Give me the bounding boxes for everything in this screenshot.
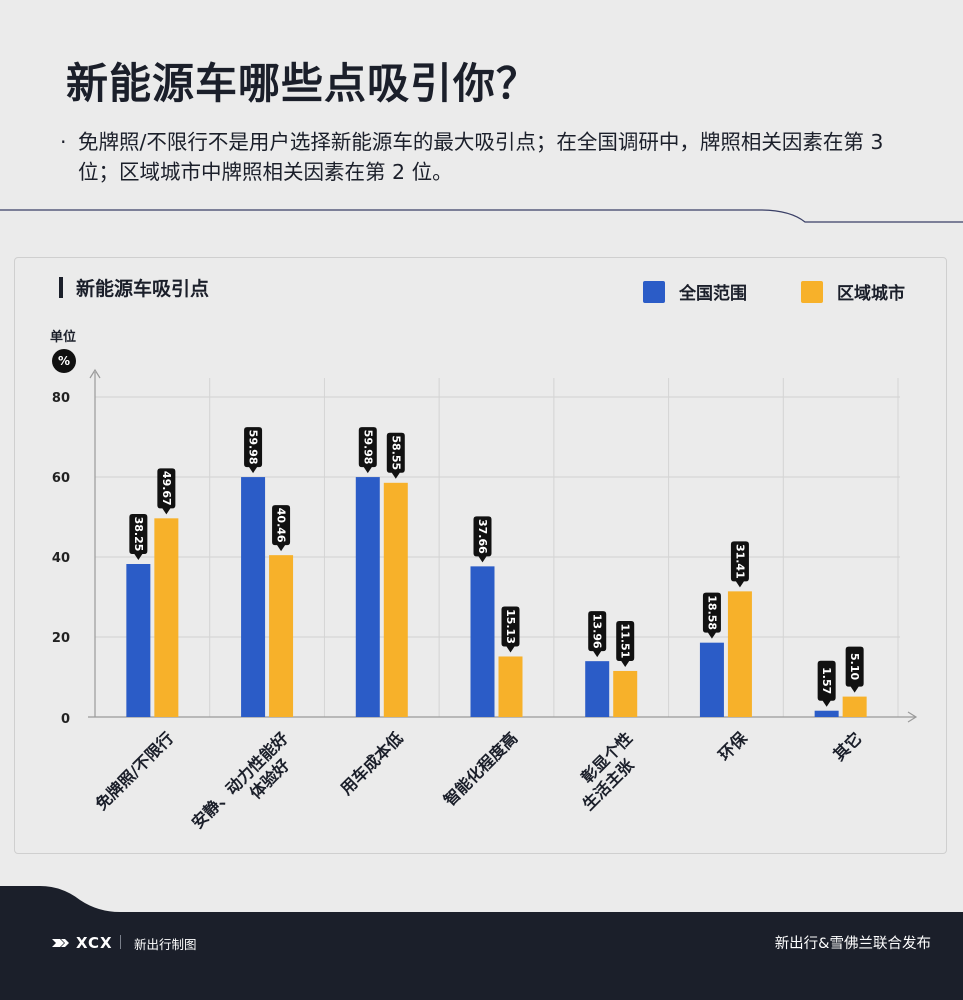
x-tick-label: 安静、动力性能好体验好 [188, 728, 306, 846]
data-label: 38.25 [129, 514, 148, 560]
data-label: 40.46 [272, 505, 291, 552]
bar-regional [613, 670, 638, 717]
svg-text:40.46: 40.46 [275, 508, 288, 543]
chart-title: 新能源车吸引点 [76, 278, 210, 300]
data-label: 37.66 [473, 516, 492, 563]
svg-text:1.57: 1.57 [820, 667, 833, 694]
y-tick-label: 40 [52, 551, 70, 566]
subtitle-text: 免牌照/不限行不是用户选择新能源车的最大吸引点；在全国调研中，牌照相关因素在第 … [78, 130, 884, 184]
bar-regional [269, 555, 294, 717]
x-tick-label: 用车成本低 [337, 728, 407, 798]
page-title: 新能源车哪些点吸引你？ [66, 59, 540, 108]
bar-regional [727, 591, 752, 717]
data-label: 5.10 [845, 646, 864, 693]
data-label: 18.58 [702, 592, 721, 639]
data-label: 49.67 [157, 468, 176, 515]
x-tick-label: 环保 [715, 728, 752, 765]
data-label: 11.51 [616, 620, 635, 667]
bullet-marker: · [60, 130, 67, 154]
svg-text:37.66: 37.66 [476, 519, 489, 554]
x-tick-label: 其它 [829, 728, 865, 764]
svg-text:59.98: 59.98 [247, 430, 260, 465]
legend-label-regional: 区域城市 [837, 284, 905, 304]
y-axis-arrow [89, 368, 101, 379]
legend-item-regional: 区域城市 [801, 279, 905, 304]
y-tick-label: 80 [52, 391, 70, 406]
data-label: 31.41 [730, 541, 749, 588]
svg-text:11.51: 11.51 [619, 624, 632, 659]
card-title-marker [59, 277, 63, 298]
data-label: 15.13 [501, 606, 520, 653]
unit-badge: % [52, 349, 76, 373]
bar-national [470, 566, 495, 717]
y-tick-label: 60 [52, 471, 70, 486]
legend-swatch-national [643, 280, 665, 303]
unit-label: 单位 [50, 330, 77, 345]
svg-text:38.25: 38.25 [132, 517, 145, 552]
header-divider [0, 209, 963, 223]
bar-regional [383, 482, 408, 717]
subtitle: · 免牌照/不限行不是用户选择新能源车的最大吸引点；在全国调研中，牌照相关因素在… [60, 127, 930, 187]
footer-separator [120, 935, 121, 949]
footer-bar [0, 912, 963, 1000]
bar-national [241, 477, 266, 717]
legend-item-national: 全国范围 [643, 279, 747, 304]
svg-text:5.10: 5.10 [848, 653, 861, 680]
x-tick-label: 免牌照/不限行 [92, 728, 177, 813]
svg-text:31.41: 31.41 [733, 544, 746, 579]
x-tick-label: 彰显个性生活主张 [565, 728, 651, 814]
logo-arrow-icon [52, 939, 69, 947]
data-label: 59.98 [244, 427, 263, 474]
bar-regional [842, 696, 867, 717]
data-label: 58.55 [386, 432, 405, 479]
data-label: 59.98 [358, 427, 377, 474]
bar-regional [498, 656, 523, 717]
footer-credit: 新出行制图 [134, 937, 197, 952]
bar-national [814, 710, 839, 717]
x-tick-label: 智能化程度高 [440, 728, 521, 809]
svg-text:59.98: 59.98 [361, 430, 374, 465]
svg-text:18.58: 18.58 [705, 595, 718, 630]
bar-national [699, 642, 724, 717]
legend-swatch-regional [801, 280, 823, 303]
data-label: 1.57 [817, 660, 836, 707]
svg-text:13.96: 13.96 [591, 614, 604, 649]
footer-publisher: 新出行&雪佛兰联合发布 [774, 936, 931, 952]
svg-text:58.55: 58.55 [389, 435, 402, 470]
bar-chart: 0 20 40 60 80 38.25 49.67 免牌照/不限行 59.98 40.46 安静、动… [52, 368, 918, 846]
bar-national [585, 661, 610, 717]
svg-text:49.67: 49.67 [160, 471, 173, 506]
bar-national [126, 564, 151, 717]
svg-text:15.13: 15.13 [504, 609, 517, 644]
brand-logo: XCX [52, 934, 113, 952]
bar-regional [154, 518, 179, 717]
y-tick-label: 20 [52, 631, 70, 646]
y-tick-label: 0 [61, 712, 70, 727]
data-label: 13.96 [588, 611, 607, 658]
footer-tab-shape [0, 886, 140, 916]
bar-national [355, 477, 380, 717]
logo-text: XCX [76, 934, 113, 952]
x-axis-arrow [907, 711, 918, 723]
legend-label-national: 全国范围 [679, 284, 747, 304]
